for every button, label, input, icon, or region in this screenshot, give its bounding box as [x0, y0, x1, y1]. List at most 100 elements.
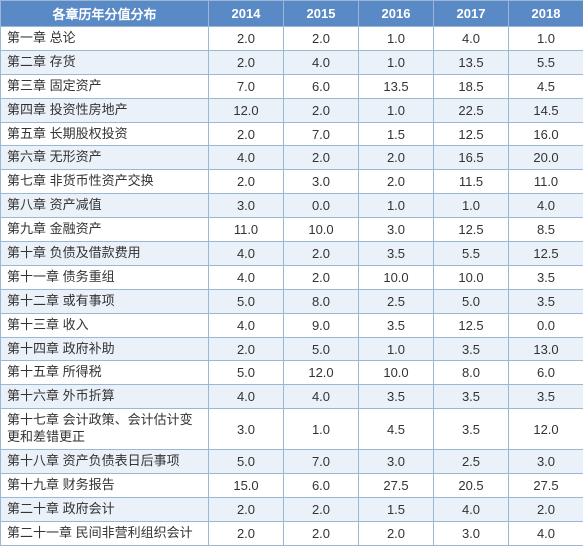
- score-cell: 3.5: [359, 313, 434, 337]
- score-cell: 22.5: [434, 98, 509, 122]
- score-cell: 3.0: [359, 450, 434, 474]
- chapter-label: 第十四章 政府补助: [1, 337, 209, 361]
- chapter-label: 第一章 总论: [1, 27, 209, 51]
- score-cell: 7.0: [209, 74, 284, 98]
- score-cell: 10.0: [359, 265, 434, 289]
- score-cell: 1.0: [359, 194, 434, 218]
- score-cell: 11.0: [209, 218, 284, 242]
- score-cell: 2.0: [209, 50, 284, 74]
- score-cell: 2.0: [284, 146, 359, 170]
- score-cell: 2.0: [209, 122, 284, 146]
- score-cell: 5.0: [209, 289, 284, 313]
- score-cell: 1.0: [359, 98, 434, 122]
- score-cell: 4.0: [209, 265, 284, 289]
- chapter-label: 第二十一章 民间非营利组织会计: [1, 521, 209, 545]
- table-row: 第六章 无形资产4.02.02.016.520.0: [1, 146, 583, 170]
- table-header-row: 各章历年分值分布 2014 2015 2016 2017 2018: [1, 1, 583, 27]
- score-cell: 0.0: [284, 194, 359, 218]
- score-cell: 4.0: [509, 194, 583, 218]
- score-cell: 4.0: [209, 146, 284, 170]
- table-row: 第二章 存货2.04.01.013.55.5: [1, 50, 583, 74]
- chapter-label: 第四章 投资性房地产: [1, 98, 209, 122]
- score-cell: 10.0: [434, 265, 509, 289]
- score-cell: 8.0: [284, 289, 359, 313]
- chapter-label: 第七章 非货币性资产交换: [1, 170, 209, 194]
- table-row: 第三章 固定资产7.06.013.518.54.5: [1, 74, 583, 98]
- chapter-label: 第十七章 会计政策、会计估计变更和差错更正: [1, 409, 209, 450]
- score-cell: 2.5: [434, 450, 509, 474]
- score-cell: 2.0: [209, 521, 284, 545]
- score-cell: 5.5: [509, 50, 583, 74]
- table-row: 第十三章 收入4.09.03.512.50.0: [1, 313, 583, 337]
- score-cell: 2.0: [509, 497, 583, 521]
- score-cell: 3.5: [359, 385, 434, 409]
- score-cell: 3.0: [434, 521, 509, 545]
- score-cell: 1.0: [434, 194, 509, 218]
- score-cell: 12.5: [434, 218, 509, 242]
- chapter-label: 第十三章 收入: [1, 313, 209, 337]
- chapter-label: 第二十章 政府会计: [1, 497, 209, 521]
- chapter-label: 第二章 存货: [1, 50, 209, 74]
- table-row: 第四章 投资性房地产12.02.01.022.514.5: [1, 98, 583, 122]
- score-cell: 16.5: [434, 146, 509, 170]
- score-cell: 2.0: [209, 170, 284, 194]
- score-cell: 12.5: [434, 122, 509, 146]
- score-cell: 4.0: [209, 385, 284, 409]
- score-cell: 3.5: [509, 289, 583, 313]
- chapter-label: 第十二章 或有事项: [1, 289, 209, 313]
- table-row: 第十二章 或有事项5.08.02.55.03.5: [1, 289, 583, 313]
- score-cell: 2.0: [284, 265, 359, 289]
- table-row: 第十五章 所得税5.012.010.08.06.0: [1, 361, 583, 385]
- score-cell: 2.0: [284, 98, 359, 122]
- score-cell: 4.0: [434, 27, 509, 51]
- score-cell: 3.5: [434, 337, 509, 361]
- score-cell: 5.0: [434, 289, 509, 313]
- score-cell: 1.0: [284, 409, 359, 450]
- table-row: 第十七章 会计政策、会计估计变更和差错更正3.01.04.53.512.0: [1, 409, 583, 450]
- score-cell: 11.0: [509, 170, 583, 194]
- score-distribution-table: 各章历年分值分布 2014 2015 2016 2017 2018 第一章 总论…: [0, 0, 583, 546]
- score-cell: 3.0: [209, 409, 284, 450]
- score-cell: 3.0: [209, 194, 284, 218]
- chapter-label: 第十九章 财务报告: [1, 473, 209, 497]
- score-cell: 1.5: [359, 122, 434, 146]
- score-cell: 2.0: [209, 27, 284, 51]
- score-cell: 13.5: [359, 74, 434, 98]
- score-cell: 6.0: [509, 361, 583, 385]
- chapter-label: 第八章 资产减值: [1, 194, 209, 218]
- score-cell: 6.0: [284, 473, 359, 497]
- score-cell: 12.0: [509, 409, 583, 450]
- table-row: 第五章 长期股权投资2.07.01.512.516.0: [1, 122, 583, 146]
- header-year: 2018: [509, 1, 583, 27]
- score-cell: 4.0: [284, 385, 359, 409]
- chapter-label: 第六章 无形资产: [1, 146, 209, 170]
- score-cell: 7.0: [284, 450, 359, 474]
- chapter-label: 第十八章 资产负债表日后事项: [1, 450, 209, 474]
- score-cell: 5.0: [209, 361, 284, 385]
- score-cell: 2.0: [359, 170, 434, 194]
- score-cell: 27.5: [359, 473, 434, 497]
- table-row: 第二十一章 民间非营利组织会计2.02.02.03.04.0: [1, 521, 583, 545]
- table-row: 第十六章 外币折算4.04.03.53.53.5: [1, 385, 583, 409]
- score-cell: 2.0: [284, 521, 359, 545]
- score-cell: 13.5: [434, 50, 509, 74]
- score-cell: 3.0: [284, 170, 359, 194]
- score-cell: 12.5: [434, 313, 509, 337]
- score-cell: 2.0: [209, 497, 284, 521]
- score-cell: 10.0: [284, 218, 359, 242]
- score-cell: 20.0: [509, 146, 583, 170]
- score-cell: 4.0: [509, 521, 583, 545]
- chapter-label: 第五章 长期股权投资: [1, 122, 209, 146]
- score-cell: 11.5: [434, 170, 509, 194]
- score-cell: 3.0: [359, 218, 434, 242]
- score-cell: 8.0: [434, 361, 509, 385]
- score-cell: 5.0: [284, 337, 359, 361]
- table-row: 第十四章 政府补助2.05.01.03.513.0: [1, 337, 583, 361]
- score-cell: 1.0: [359, 50, 434, 74]
- table-row: 第七章 非货币性资产交换2.03.02.011.511.0: [1, 170, 583, 194]
- score-cell: 2.5: [359, 289, 434, 313]
- score-cell: 2.0: [284, 242, 359, 266]
- score-cell: 12.0: [284, 361, 359, 385]
- score-cell: 12.5: [509, 242, 583, 266]
- score-cell: 5.5: [434, 242, 509, 266]
